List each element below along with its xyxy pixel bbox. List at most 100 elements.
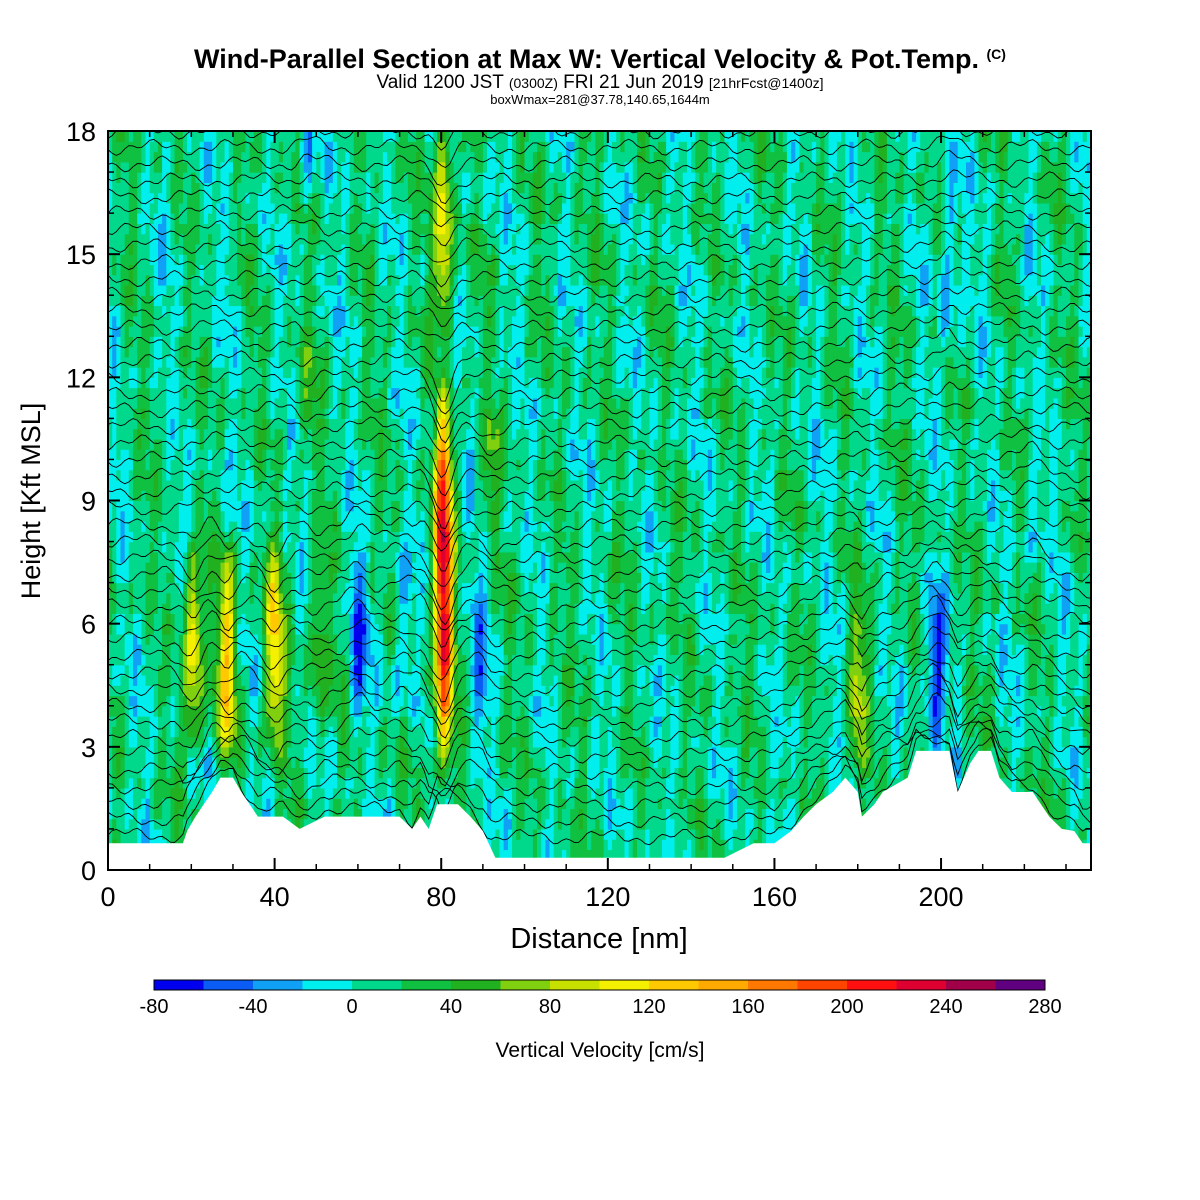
field-cell-4267 [353,664,359,676]
field-cell-2940 [274,243,280,255]
field-cell-4456 [362,202,367,214]
field-cell-2465 [249,685,255,697]
field-cell-3942 [332,305,338,317]
field-cell-108 [112,490,117,502]
field-cell-3374 [299,223,305,235]
field-cell-2491 [249,418,255,430]
field-cell-2963 [278,746,284,758]
field-cell-2898 [274,675,280,686]
field-cell-949 [162,726,167,738]
field-cell-3580 [312,326,317,337]
field-cell-1681 [203,603,209,614]
field-cell-1579 [195,172,201,183]
field-cell-670 [145,633,151,645]
field-cell-3088 [282,202,288,214]
field-cell-1851 [212,336,217,348]
field-cell-130 [112,264,117,276]
field-cell-3193 [291,603,297,614]
field-cell-1014 [166,798,172,810]
field-cell-3525 [307,151,313,163]
field-cell-3455 [303,131,309,142]
field-cell-652 [145,818,151,830]
field-cell-3548 [312,654,317,666]
field-cell-3111 [287,705,292,717]
field-cell-845 [153,315,159,327]
field-cell-2687 [262,623,267,635]
forecast-info: [21hrFcst@1400z] [708,75,824,91]
field-cell-3378 [299,182,305,194]
field-cell-3019 [278,172,284,183]
field-cell-935 [158,131,163,142]
field-cell-3029 [282,808,288,820]
field-cell-2155 [228,172,234,183]
field-cell-2295 [237,213,242,224]
field-cell-3440 [303,285,309,296]
field-cell-917 [158,315,163,327]
field-cell-4258 [353,757,359,768]
field-cell-101 [112,562,117,573]
field-cell-4452 [362,243,367,255]
field-cell-1206 [174,305,180,317]
field-cell-965 [162,562,167,573]
field-cell-3304 [295,202,301,214]
field-cell-726 [149,798,155,810]
field-cell-3752 [324,777,330,789]
field-cell-761 [149,438,155,450]
field-cell-2077 [224,233,230,245]
field-cell-257 [120,438,126,450]
field-cell-2801 [266,192,272,204]
field-cell-679 [145,541,151,553]
field-cell-1607 [199,623,205,635]
field-cell-2750 [266,716,272,727]
field-cell-597 [141,644,147,656]
field-cell-192 [116,367,122,378]
field-cell-762 [149,428,155,440]
field-cell-4553 [370,685,376,697]
field-cell-4066 [341,510,347,522]
field-cell-4929 [391,521,396,532]
field-cell-4580 [370,408,376,419]
field-cell-4555 [370,664,376,676]
field-cell-4434 [362,428,367,440]
field-cell-1545 [195,521,201,532]
field-cell-1277 [178,315,184,327]
field-cell-4704 [378,613,384,625]
field-cell-2315 [241,746,247,758]
field-cell-3200 [291,531,297,543]
field-cell-1478 [191,469,197,481]
field-cell-2025 [224,767,230,779]
field-cell-1627 [199,418,205,430]
field-cell-3574 [312,387,317,399]
field-cell-2489 [249,438,255,450]
field-cell-67 [108,172,113,183]
field-cell-698 [145,346,151,358]
field-cell-1291 [178,172,184,183]
field-cell-323 [124,500,130,512]
field-cell-1943 [216,131,222,142]
field-cell-2960 [278,777,284,789]
field-cell-4552 [370,695,376,707]
field-cell-3487 [307,541,313,553]
field-cell-3868 [328,326,334,337]
field-cell-1526 [195,716,201,727]
field-cell-2649 [257,274,263,286]
field-cell-1092 [170,736,176,748]
field-cell-4326 [357,798,363,810]
field-cell-1642 [199,264,205,276]
field-cell-2252 [237,654,242,666]
field-cell-575 [137,131,142,142]
field-cell-2799 [266,213,272,224]
field-cell-2124 [228,490,234,502]
field-cell-639 [141,213,147,224]
field-cell-2511 [249,213,255,224]
field-cell-4171 [345,172,351,183]
field-cell-466 [133,510,138,522]
field-cell-3821 [328,808,334,820]
field-cell-2482 [249,510,255,522]
field-cell-2229 [233,151,238,163]
field-cell-905 [158,438,163,450]
field-cell-4337 [357,685,363,697]
field-cell-3572 [312,408,317,419]
field-cell-617 [141,438,147,450]
field-cell-1334 [183,469,188,481]
